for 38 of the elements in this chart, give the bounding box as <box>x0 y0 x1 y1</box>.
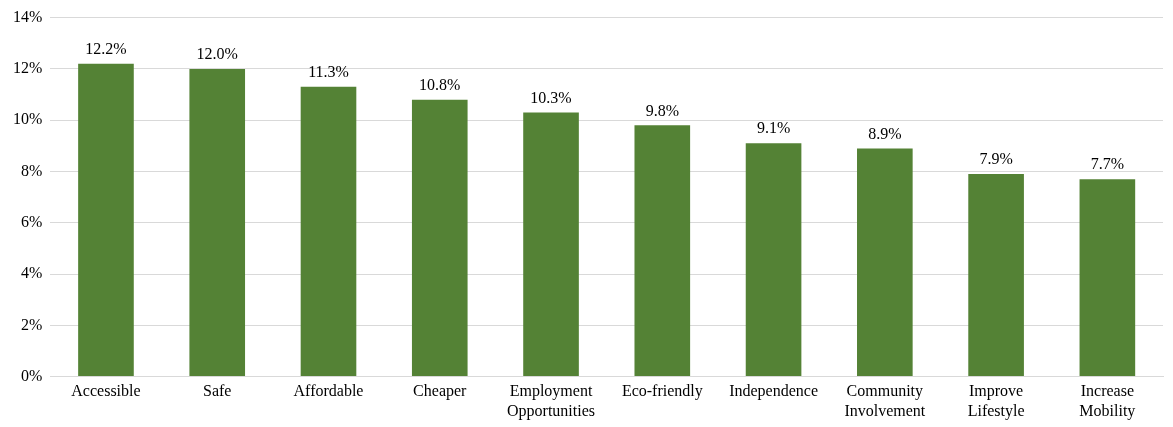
data-label: 9.8% <box>645 101 679 119</box>
y-tick-label: 6% <box>21 212 43 230</box>
bar <box>745 143 802 377</box>
y-tick-label: 14% <box>13 7 43 25</box>
bar <box>1079 179 1136 377</box>
x-tick-label: Community Involvement <box>844 382 926 419</box>
bar <box>857 148 913 377</box>
data-label: 12.0% <box>196 45 238 63</box>
data-label: 12.2% <box>85 39 127 57</box>
bar <box>968 174 1024 377</box>
data-label: 9.1% <box>756 119 791 137</box>
data-label: 10.3% <box>530 88 572 106</box>
bar <box>411 99 468 377</box>
x-tick-label: Improve Lifestyle <box>967 382 1025 420</box>
x-tick-label: Accessible <box>71 382 141 400</box>
data-label: 7.7% <box>1090 155 1125 173</box>
x-tick-label: Safe <box>203 382 232 400</box>
bar <box>189 68 246 377</box>
x-tick-label: Affordable <box>293 382 364 400</box>
data-label: 10.8% <box>419 75 461 93</box>
bar <box>634 125 691 377</box>
bar <box>78 63 134 377</box>
y-tick-label: 4% <box>21 264 43 282</box>
data-label: 11.3% <box>308 63 349 81</box>
bar <box>300 86 357 377</box>
y-tick-label: 12% <box>13 59 43 77</box>
x-tick-label: Employment Opportunities <box>507 382 596 420</box>
y-tick-label: 10% <box>13 110 43 128</box>
x-tick-label: Eco-friendly <box>621 382 703 401</box>
x-tick-label: Independence <box>729 382 818 401</box>
y-tick-label: 2% <box>21 315 43 333</box>
y-tick-label: 8% <box>21 161 43 179</box>
y-tick-label: 0% <box>21 366 43 384</box>
data-label: 8.9% <box>868 124 902 142</box>
bar <box>523 112 579 377</box>
x-tick-label: Increase Mobility <box>1079 382 1136 420</box>
x-tick-label: Cheaper <box>413 382 468 401</box>
data-label: 7.9% <box>979 150 1013 168</box>
